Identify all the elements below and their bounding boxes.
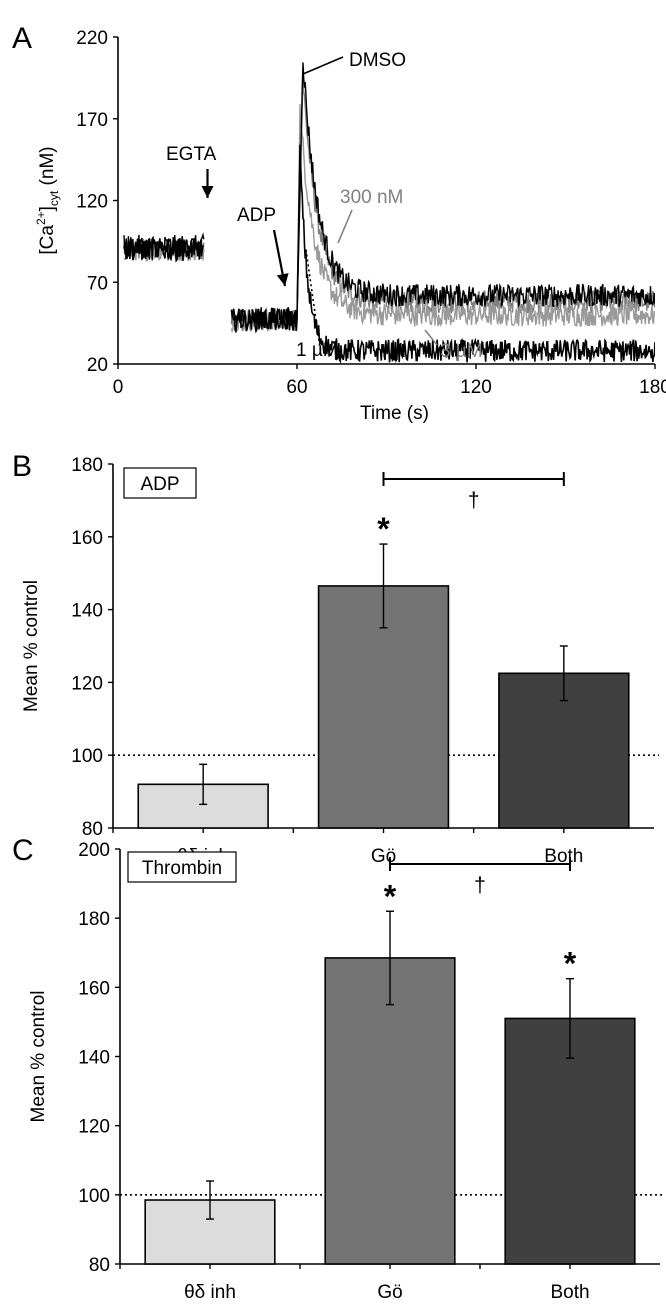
y-tick-label: 120 bbox=[71, 673, 103, 694]
legend-box: Thrombin bbox=[127, 851, 237, 883]
significance-dagger: † bbox=[474, 874, 486, 897]
significance-star: * bbox=[377, 511, 390, 547]
y-tick-label: 160 bbox=[71, 528, 103, 549]
x-tick-label: 60 bbox=[286, 377, 307, 398]
leader-dmso bbox=[302, 56, 344, 75]
x-tick-label: 0 bbox=[113, 377, 124, 398]
y-tick-label: 160 bbox=[78, 978, 110, 999]
y-tick-label: 20 bbox=[87, 355, 108, 376]
y-axis-title: Mean % control bbox=[21, 580, 42, 712]
legend-label: ADP bbox=[140, 474, 179, 495]
label-egta: EGTA bbox=[166, 144, 217, 165]
panel-letter-b: B bbox=[12, 450, 32, 483]
y-tick-label: 80 bbox=[89, 1255, 110, 1276]
y-tick-label: 180 bbox=[71, 455, 103, 476]
significance-star: * bbox=[564, 946, 577, 982]
significance-dagger: † bbox=[468, 489, 480, 512]
traces bbox=[123, 62, 655, 364]
y-tick-label: 220 bbox=[76, 28, 108, 49]
significance-bracket: † bbox=[389, 857, 571, 897]
panel-letter-a: A bbox=[12, 22, 32, 55]
y-tick-label: 70 bbox=[87, 273, 108, 294]
y-tick-label: 180 bbox=[78, 909, 110, 930]
label-adp: ADP bbox=[237, 205, 276, 226]
label-3um: 3 µM bbox=[440, 341, 483, 362]
x-axis-title: Time (s) bbox=[360, 403, 429, 424]
y-tick-label: 100 bbox=[78, 1186, 110, 1207]
y-tick-label: 200 bbox=[78, 840, 110, 861]
trace-1-m bbox=[123, 144, 655, 364]
arrow-adp bbox=[272, 229, 289, 287]
label-1um: 1 µM bbox=[296, 340, 339, 361]
significance-bracket: † bbox=[382, 472, 565, 512]
bar-2 bbox=[504, 1017, 636, 1265]
significance-star: * bbox=[384, 878, 397, 914]
panel-c: C 80 100 120 140 160 180 200 Mean % control Throm… bbox=[12, 834, 665, 1303]
label-300nm: 300 nM bbox=[340, 187, 403, 208]
x-tick-label: θδ inh bbox=[184, 1282, 236, 1303]
bar-1 bbox=[324, 957, 456, 1265]
x-tick-label: Both bbox=[550, 1282, 589, 1303]
y-tick-label: 100 bbox=[71, 746, 103, 767]
y-tick-label: 140 bbox=[71, 601, 103, 622]
legend-box: ADP bbox=[123, 467, 197, 499]
label-dmso: DMSO bbox=[349, 50, 406, 71]
x-tick-label: Gö bbox=[377, 1282, 402, 1303]
legend-label: Thrombin bbox=[142, 858, 222, 879]
arrow-egta bbox=[201, 169, 214, 198]
y-tick-label: 120 bbox=[76, 192, 108, 213]
panel-a: A 20 70 120 170 220 0 60 120 180 Time (s) [Ca2+]cyt… bbox=[12, 22, 666, 424]
y-axis-title: Mean % control bbox=[28, 990, 49, 1122]
x-tick-label: 180 bbox=[639, 377, 666, 398]
x-tick-label: 120 bbox=[460, 377, 492, 398]
y-axis-title: [Ca2+]cyt (nM) bbox=[34, 146, 61, 254]
leader-3um bbox=[424, 329, 438, 346]
panel-letter-c: C bbox=[12, 834, 34, 867]
leader-300nm bbox=[337, 209, 353, 244]
y-tick-label: 140 bbox=[78, 1048, 110, 1069]
y-tick-label: 170 bbox=[76, 110, 108, 131]
y-tick-label: 120 bbox=[78, 1117, 110, 1138]
x-tick-label: Both bbox=[544, 846, 583, 867]
y-tick-label: 80 bbox=[82, 819, 103, 840]
